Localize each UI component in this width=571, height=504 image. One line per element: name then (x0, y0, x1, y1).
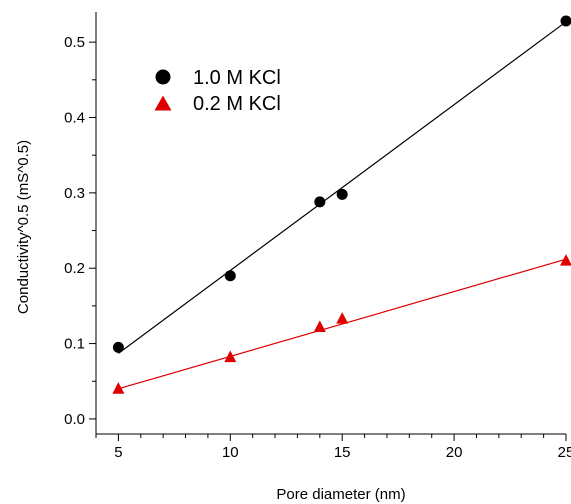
data-point-series-1 (112, 341, 124, 353)
x-tick-label: 10 (222, 444, 239, 461)
data-point-series-2 (112, 382, 125, 394)
y-tick-label: 0.4 (64, 110, 85, 127)
x-tick-label: 15 (334, 444, 351, 461)
data-point-series-2 (224, 350, 237, 363)
y-ticks: 0.0 0.1 0.2 0.3 0.4 0.5 (64, 34, 96, 428)
data-points (112, 15, 571, 394)
legend-label-1-0-m-kcl: 1.0 M KCl (193, 67, 281, 89)
legend-label-0-2-m-kcl: 0.2 M KCl (193, 93, 281, 115)
fit-line-series-1 (118, 21, 567, 354)
x-tick-label: 25 (558, 444, 571, 461)
legend-marker-0-2-m-kcl (154, 95, 172, 111)
data-point-series-1 (336, 188, 348, 200)
x-axis-label: Pore diameter (nm) (276, 486, 405, 503)
x-tick-label: 20 (446, 444, 463, 461)
data-point-series-1 (314, 196, 326, 208)
y-tick-label: 0.2 (64, 260, 85, 277)
axes (95, 12, 566, 435)
data-point-series-2 (313, 320, 326, 332)
data-point-series-2 (560, 254, 571, 266)
x-tick-label: 5 (114, 444, 122, 461)
x-ticks: 5 10 15 20 25 (95, 434, 571, 461)
y-tick-label: 0.5 (64, 34, 85, 51)
data-point-series-1 (560, 15, 571, 27)
y-tick-label: 0.0 (64, 411, 85, 428)
legend: 1.0 M KCl 0.2 M KCl (154, 67, 281, 115)
fit-lines (118, 21, 567, 390)
y-tick-label: 0.3 (64, 185, 85, 202)
y-axis-label: Conductivity^0.5 (mS^0.5) (15, 140, 32, 314)
fit-line-series-2 (118, 258, 567, 390)
data-point-series-2 (336, 312, 349, 324)
legend-marker-1-0-m-kcl (155, 69, 171, 85)
y-tick-label: 0.1 (64, 336, 85, 353)
data-point-series-1 (224, 270, 236, 282)
